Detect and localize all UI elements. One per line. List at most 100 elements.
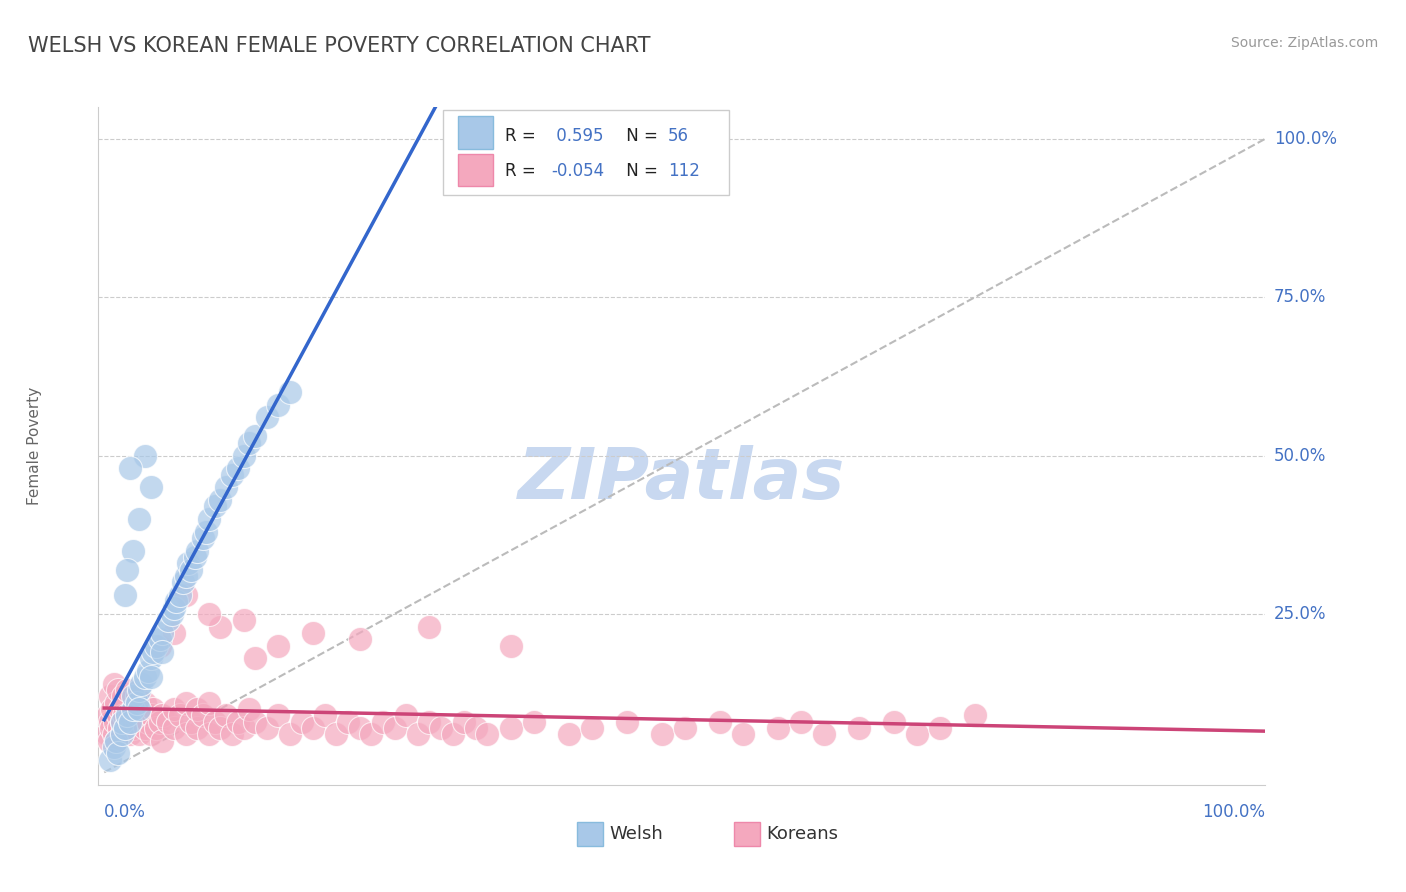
Point [325,727,347,741]
Point [114,721,136,735]
Point [243,429,266,443]
Point [204,499,226,513]
Point [349,721,371,735]
Point [221,727,243,741]
Point [160,607,183,621]
Point [122,543,145,558]
Text: R =: R = [505,127,540,145]
Text: 100.0%: 100.0% [1202,803,1265,821]
Point [163,702,186,716]
Point [186,543,208,558]
Point [131,702,153,716]
Point [209,721,232,735]
Point [122,721,145,735]
Point [616,714,638,729]
Point [149,632,172,647]
Point [499,639,522,653]
Point [929,721,952,735]
Text: N =: N = [621,161,664,179]
Point [256,721,278,735]
Point [98,690,121,704]
Point [191,708,214,723]
Point [406,727,429,741]
Point [174,696,197,710]
Point [114,721,136,735]
Point [122,702,145,716]
Point [180,563,202,577]
Text: 0.0%: 0.0% [104,803,146,821]
Point [157,613,180,627]
Point [97,733,120,747]
Point [186,702,208,716]
Point [302,721,325,735]
Point [117,682,139,697]
Text: 112: 112 [668,161,700,179]
Point [673,721,696,735]
Point [157,714,180,729]
Point [139,708,162,723]
Point [128,702,150,716]
Point [111,690,134,704]
Point [118,714,141,729]
Point [232,449,254,463]
Point [267,398,290,412]
Point [103,739,125,754]
Point [104,696,127,710]
Point [110,702,132,716]
Point [174,727,197,741]
Point [172,575,194,590]
Point [125,696,148,710]
Point [523,714,546,729]
Point [813,727,835,741]
Point [98,753,121,767]
Point [197,512,219,526]
Point [180,714,202,729]
Point [108,721,131,735]
Point [134,449,156,463]
Point [114,588,136,602]
Point [191,531,214,545]
Point [581,721,603,735]
Point [107,682,129,697]
Bar [458,116,494,149]
Point [163,721,186,735]
Text: 50.0%: 50.0% [1274,447,1326,465]
Text: WELSH VS KOREAN FEMALE POVERTY CORRELATION CHART: WELSH VS KOREAN FEMALE POVERTY CORRELATI… [28,36,651,55]
Point [441,727,464,741]
Point [238,435,260,450]
Point [209,492,232,507]
Point [114,696,136,710]
Point [101,702,124,716]
Point [134,670,156,684]
Point [149,714,172,729]
Text: ZIPatlas: ZIPatlas [519,445,845,515]
Text: 100.0%: 100.0% [1274,129,1337,148]
Point [256,410,278,425]
Point [118,727,141,741]
Point [430,721,453,735]
Point [169,588,191,602]
Point [139,727,162,741]
Point [278,727,301,741]
Point [100,721,122,735]
Point [197,696,219,710]
Point [111,714,134,729]
Point [111,727,134,741]
Point [418,619,440,633]
Point [790,714,813,729]
Point [103,727,125,741]
Point [215,708,238,723]
Point [477,727,499,741]
Point [243,714,266,729]
Point [128,708,150,723]
Point [232,613,254,627]
Point [139,480,162,494]
Point [453,714,475,729]
Point [163,626,186,640]
Point [97,708,120,723]
Point [174,588,197,602]
Point [195,524,218,539]
Point [557,727,579,741]
Point [766,721,789,735]
Point [104,714,127,729]
